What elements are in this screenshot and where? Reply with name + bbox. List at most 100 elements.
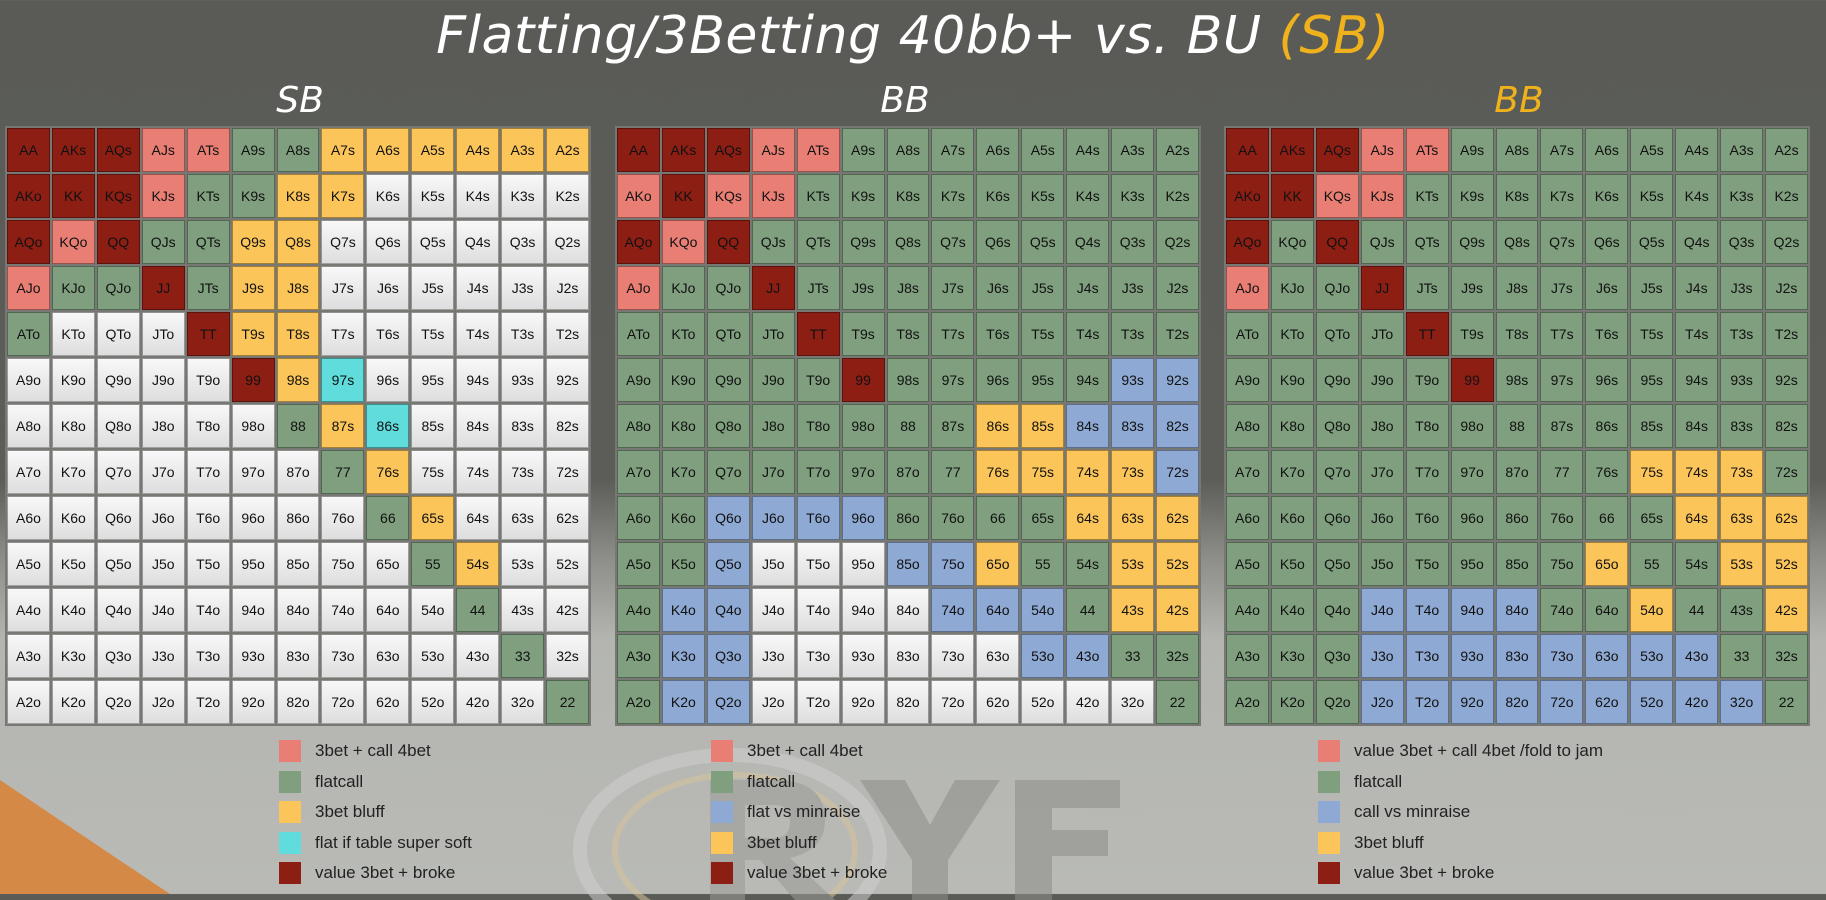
hand-cell-T2s: T2s <box>1156 312 1199 356</box>
hand-cell-K6o: K6o <box>1270 496 1314 540</box>
hand-cell-K2o: K2o <box>51 680 95 724</box>
hand-cell-52s: 52s <box>1156 542 1199 586</box>
hand-cell-22: 22 <box>546 680 589 724</box>
hand-cell-K8o: K8o <box>51 404 95 448</box>
hand-cell-JTo: JTo <box>141 312 185 356</box>
hand-cell-K5o: K5o <box>1270 542 1314 586</box>
hand-cell-K2s: K2s <box>1156 174 1199 218</box>
hand-cell-73s: 73s <box>1111 450 1155 494</box>
hand-cell-T6o: T6o <box>186 496 230 540</box>
hand-cell-94o: 94o <box>231 588 275 632</box>
hand-cell-J4o: J4o <box>751 588 795 632</box>
hand-cell-98s: 98s <box>1495 358 1539 402</box>
hand-cell-T4s: T4s <box>456 312 500 356</box>
legend-label: flatcall <box>747 771 796 791</box>
hand-cell-87s: 87s <box>1540 404 1584 448</box>
hand-cell-T3s: T3s <box>1720 312 1764 356</box>
hand-cell-AJo: AJo <box>7 266 50 310</box>
hand-cell-T7o: T7o <box>796 450 840 494</box>
hand-cell-KQs: KQs <box>96 174 140 218</box>
hand-cell-A4s: A4s <box>1066 128 1110 172</box>
hand-cell-75o: 75o <box>1540 542 1584 586</box>
hand-cell-K3s: K3s <box>501 174 545 218</box>
hand-cell-A7o: A7o <box>1226 450 1269 494</box>
hand-cell-K5s: K5s <box>1021 174 1065 218</box>
hand-cell-A3o: A3o <box>1226 634 1269 678</box>
hand-cell-Q9o: Q9o <box>1315 358 1359 402</box>
hand-cell-J7s: J7s <box>321 266 365 310</box>
grid-title-bb: BB <box>880 80 930 121</box>
hand-cell-J3o: J3o <box>141 634 185 678</box>
hand-cell-T4o: T4o <box>186 588 230 632</box>
hand-cell-32o: 32o <box>501 680 545 724</box>
hand-cell-82o: 82o <box>886 680 930 724</box>
hand-cell-Q8o: Q8o <box>706 404 750 448</box>
hand-cell-QQ: QQ <box>706 220 750 264</box>
hand-cell-52o: 52o <box>1021 680 1065 724</box>
hand-cell-75s: 75s <box>411 450 455 494</box>
hand-cell-96o: 96o <box>841 496 885 540</box>
hand-cell-AJs: AJs <box>751 128 795 172</box>
hand-cell-K7s: K7s <box>1540 174 1584 218</box>
hand-cell-53s: 53s <box>501 542 545 586</box>
hand-cell-86o: 86o <box>1495 496 1539 540</box>
hand-cell-74o: 74o <box>1540 588 1584 632</box>
hand-cell-Q9s: Q9s <box>231 220 275 264</box>
hand-cell-97s: 97s <box>1540 358 1584 402</box>
main-title-accent: (SB) <box>1278 6 1390 66</box>
hand-cell-94o: 94o <box>841 588 885 632</box>
hand-cell-K6s: K6s <box>1585 174 1629 218</box>
hand-cell-72s: 72s <box>546 450 589 494</box>
hand-cell-93s: 93s <box>1111 358 1155 402</box>
hand-cell-J9o: J9o <box>751 358 795 402</box>
hand-cell-Q4o: Q4o <box>1315 588 1359 632</box>
hand-cell-ATo: ATo <box>7 312 50 356</box>
grid-title-bb-alt: BB <box>1494 80 1544 121</box>
hand-cell-44: 44 <box>1675 588 1719 632</box>
hand-cell-J4o: J4o <box>1360 588 1404 632</box>
hand-cell-J6s: J6s <box>976 266 1020 310</box>
hand-cell-KK: KK <box>661 174 705 218</box>
hand-cell-QTo: QTo <box>1315 312 1359 356</box>
hand-cell-82s: 82s <box>546 404 589 448</box>
hand-cell-84s: 84s <box>1675 404 1719 448</box>
legend-bb-alt: value 3bet + call 4bet /fold to jam flatc… <box>1318 736 1618 889</box>
hand-cell-K2s: K2s <box>1765 174 1808 218</box>
legend-swatch <box>279 770 301 793</box>
hand-cell-A9s: A9s <box>1450 128 1494 172</box>
hand-cell-98o: 98o <box>231 404 275 448</box>
hand-cell-53o: 53o <box>411 634 455 678</box>
hand-cell-Q4o: Q4o <box>706 588 750 632</box>
hand-cell-KJs: KJs <box>141 174 185 218</box>
hand-cell-Q2s: Q2s <box>1765 220 1808 264</box>
hand-cell-A7s: A7s <box>931 128 975 172</box>
hand-cell-76o: 76o <box>1540 496 1584 540</box>
legend-swatch <box>1318 770 1340 793</box>
hand-cell-J3s: J3s <box>501 266 545 310</box>
hand-cell-66: 66 <box>366 496 410 540</box>
hand-cell-KQo: KQo <box>51 220 95 264</box>
hand-cell-A8o: A8o <box>617 404 660 448</box>
hand-cell-T8s: T8s <box>886 312 930 356</box>
hand-cell-J7o: J7o <box>141 450 185 494</box>
hand-cell-44: 44 <box>456 588 500 632</box>
hand-cell-93o: 93o <box>1450 634 1494 678</box>
hand-cell-84o: 84o <box>1495 588 1539 632</box>
hand-cell-T4s: T4s <box>1066 312 1110 356</box>
hand-cell-Q4s: Q4s <box>1066 220 1110 264</box>
hand-cell-75o: 75o <box>931 542 975 586</box>
hand-cell-KK: KK <box>1270 174 1314 218</box>
hand-cell-A9s: A9s <box>231 128 275 172</box>
hand-cell-72o: 72o <box>321 680 365 724</box>
hand-cell-42o: 42o <box>1675 680 1719 724</box>
hand-cell-K3o: K3o <box>1270 634 1314 678</box>
hand-cell-96s: 96s <box>1585 358 1629 402</box>
hand-cell-76o: 76o <box>321 496 365 540</box>
hand-cell-99: 99 <box>841 358 885 402</box>
hand-cell-T2o: T2o <box>796 680 840 724</box>
hand-cell-A6s: A6s <box>976 128 1020 172</box>
hand-cell-86s: 86s <box>1585 404 1629 448</box>
hand-cell-A8o: A8o <box>1226 404 1269 448</box>
hand-cell-76s: 76s <box>366 450 410 494</box>
hand-cell-77: 77 <box>931 450 975 494</box>
